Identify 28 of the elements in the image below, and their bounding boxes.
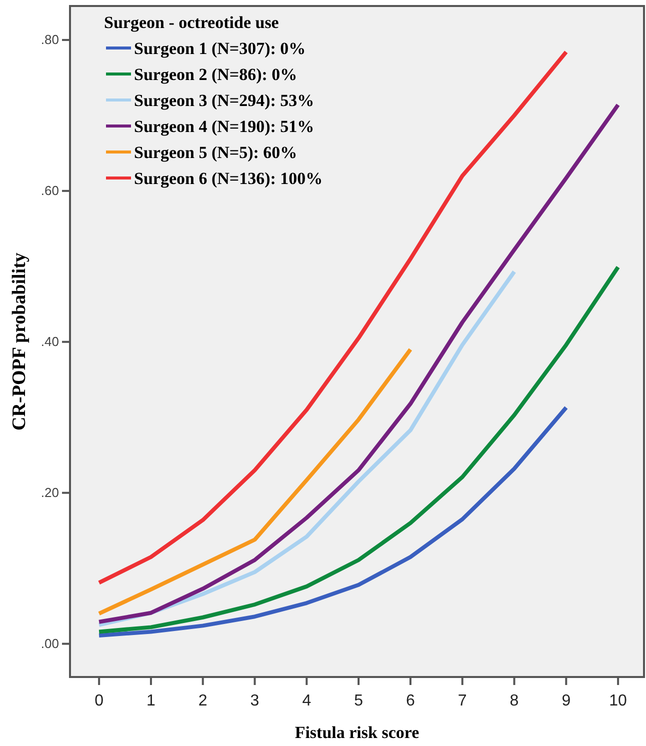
x-tick-label: 7 [458, 692, 467, 710]
x-tick-label: 9 [562, 692, 571, 710]
legend-label: Surgeon 5 (N=5): 60% [134, 143, 298, 162]
x-tick-label: 2 [198, 692, 208, 710]
line-series [97, 406, 568, 638]
x-tick-label: 0 [94, 692, 104, 710]
x-tick-label: 5 [354, 692, 364, 710]
legend-label: Surgeon 2 (N=86): 0% [134, 65, 298, 84]
line-series [97, 265, 620, 634]
line-series [97, 347, 412, 616]
y-tick-label: .40 [40, 334, 59, 350]
y-tick-label: .80 [40, 32, 59, 48]
y-axis-title: CR-POPF probability [9, 252, 30, 430]
legend-title: Surgeon - octreotide use [104, 13, 280, 32]
legend-label: Surgeon 6 (N=136): 100% [134, 169, 323, 188]
legend-label: Surgeon 4 (N=190): 51% [134, 117, 314, 136]
x-axis-title: Fistula risk score [294, 723, 420, 742]
y-tick-label: .20 [40, 484, 59, 500]
x-tick-label: 8 [510, 692, 519, 710]
x-tick-label: 6 [406, 692, 416, 710]
legend-label: Surgeon 1 (N=307): 0% [134, 39, 306, 58]
y-tick-label: .00 [40, 636, 59, 651]
x-tick-label: 4 [302, 692, 312, 710]
x-tick-label: 10 [609, 692, 628, 710]
x-tick-label: 1 [146, 692, 156, 710]
y-tick-label: .60 [40, 183, 59, 198]
legend-label: Surgeon 3 (N=294): 53% [134, 91, 314, 110]
x-tick-label: 3 [250, 692, 260, 710]
